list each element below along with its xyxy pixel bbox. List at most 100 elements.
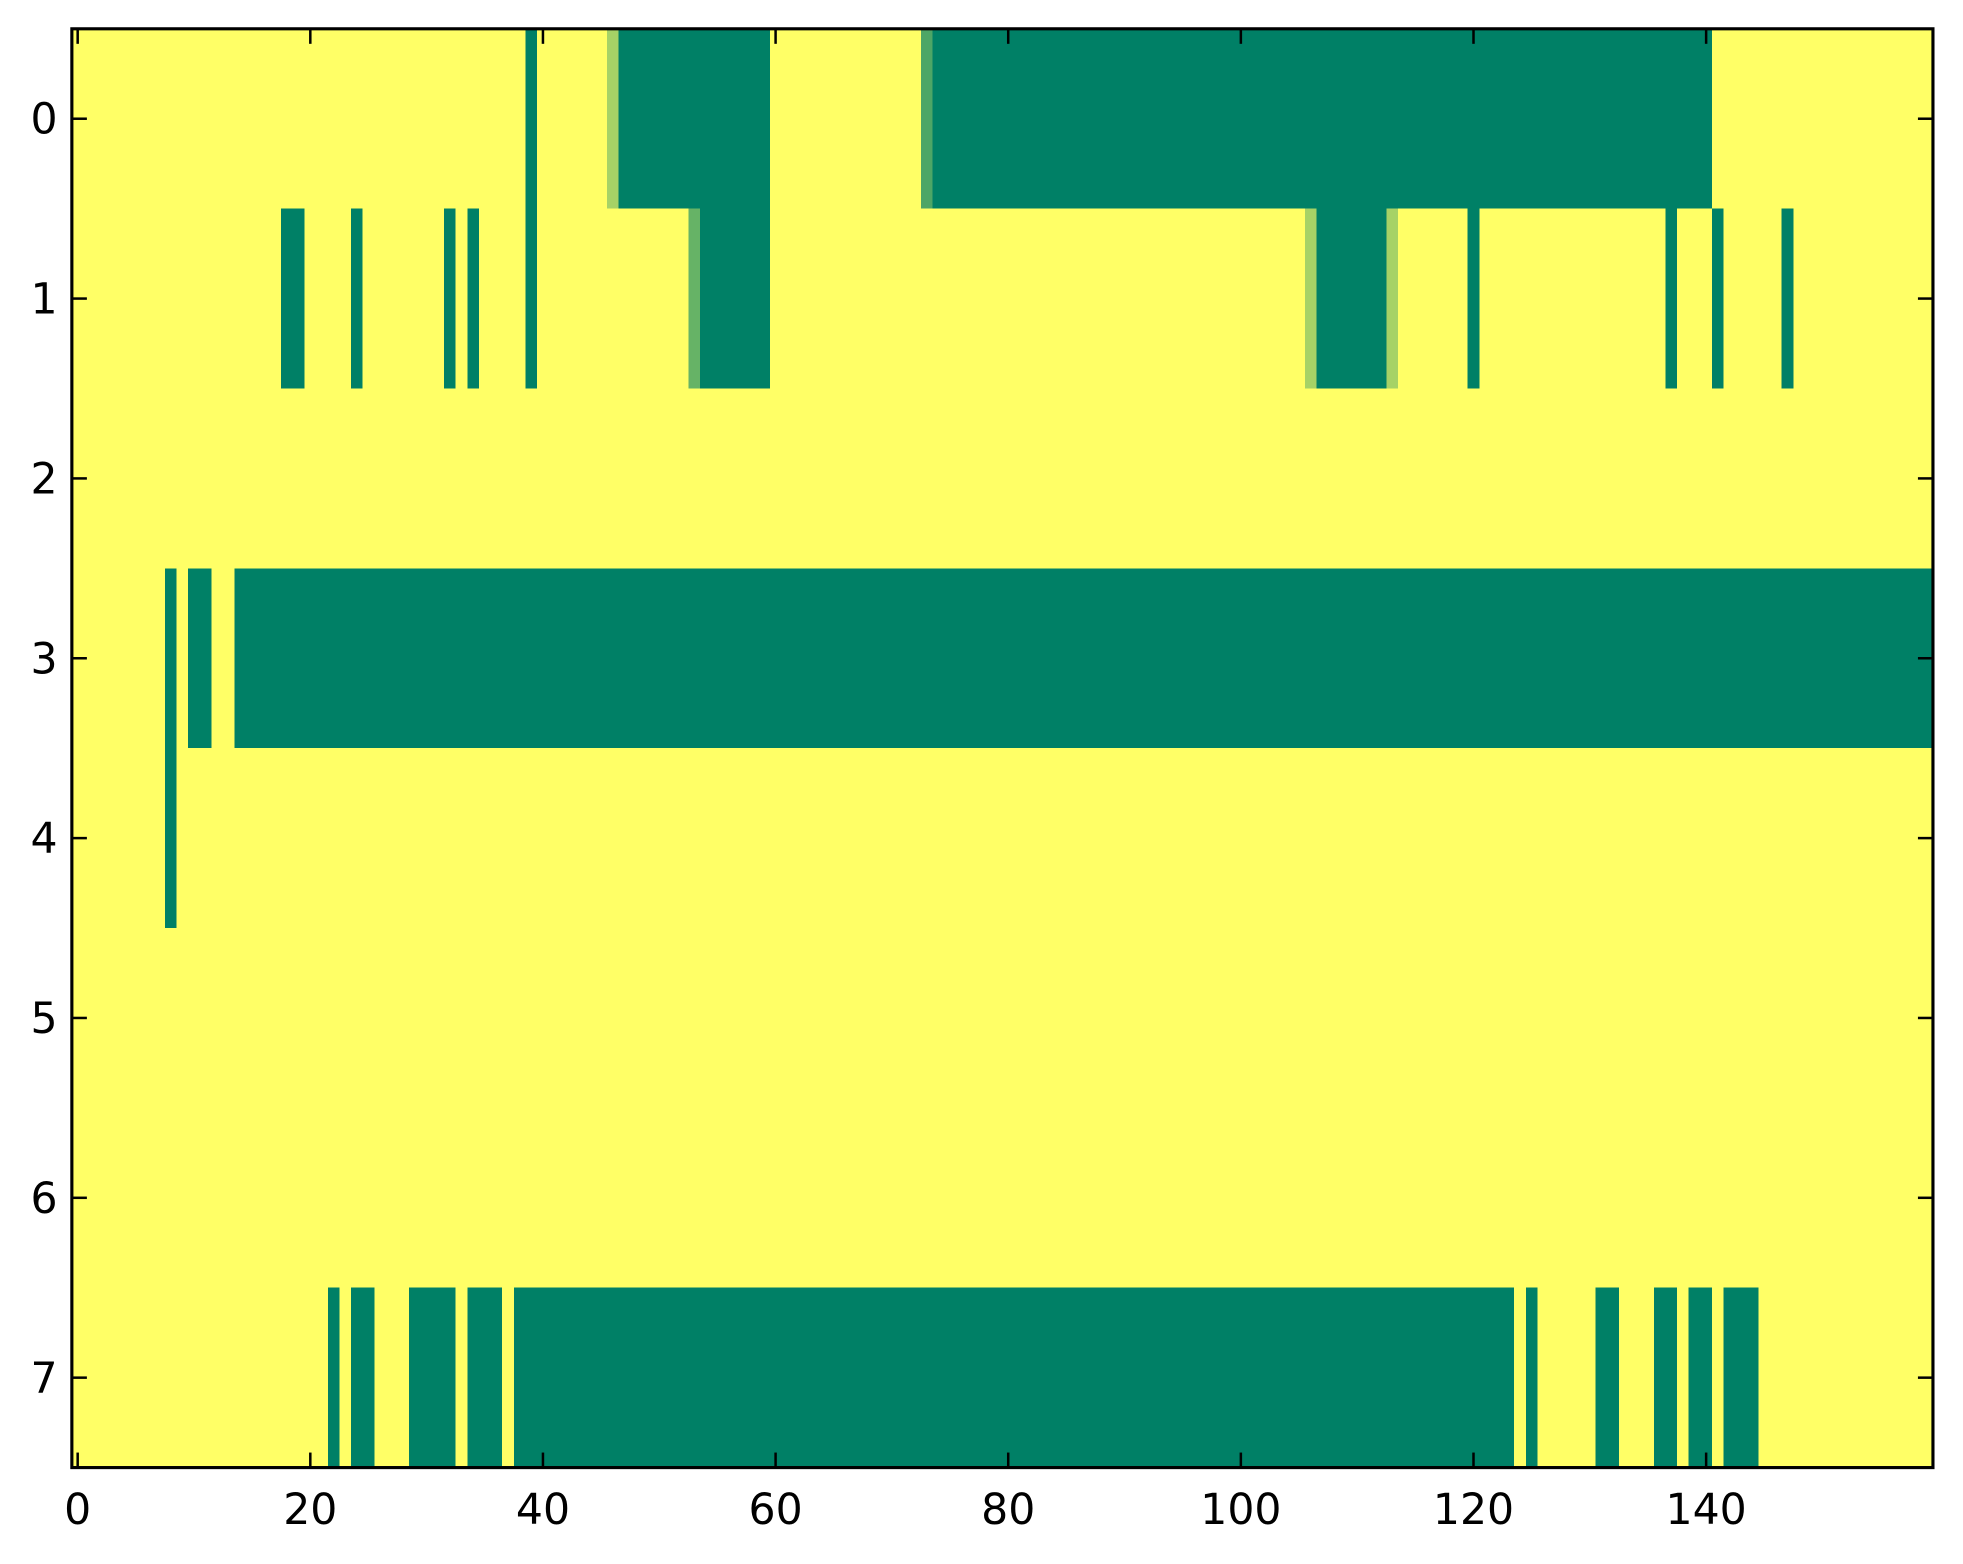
cell bbox=[979, 28, 992, 210]
cell bbox=[816, 1107, 829, 1289]
cell bbox=[699, 208, 713, 389]
cell bbox=[1246, 928, 1259, 1109]
cell bbox=[1421, 928, 1434, 1109]
cell bbox=[304, 1287, 317, 1469]
cell bbox=[1188, 1287, 1201, 1469]
cell bbox=[804, 1287, 817, 1469]
cell bbox=[106, 388, 119, 569]
cell bbox=[1188, 568, 1201, 749]
cell bbox=[1502, 568, 1515, 749]
cell bbox=[909, 568, 922, 749]
cell bbox=[502, 568, 515, 749]
cell bbox=[164, 388, 178, 569]
cell bbox=[1118, 388, 1131, 569]
cell bbox=[979, 208, 992, 389]
cell bbox=[618, 208, 631, 389]
cell bbox=[1514, 1287, 1527, 1469]
cell bbox=[1456, 208, 1469, 389]
cell bbox=[548, 568, 561, 749]
cell bbox=[1025, 748, 1038, 929]
cell bbox=[1898, 1107, 1911, 1289]
cell bbox=[653, 388, 666, 569]
cell bbox=[665, 748, 678, 929]
cell bbox=[1339, 568, 1352, 749]
cell bbox=[1793, 208, 1806, 389]
cell bbox=[304, 28, 317, 210]
cell bbox=[409, 1287, 422, 1469]
cell bbox=[1421, 388, 1434, 569]
cell bbox=[455, 928, 468, 1109]
cell bbox=[1281, 568, 1294, 749]
cell bbox=[606, 1287, 620, 1469]
cell bbox=[1863, 208, 1876, 389]
cell bbox=[781, 1287, 794, 1469]
cell bbox=[444, 568, 457, 749]
cell bbox=[804, 28, 817, 210]
cell bbox=[665, 1287, 678, 1469]
cell bbox=[106, 748, 119, 929]
cell bbox=[478, 748, 492, 929]
cell bbox=[909, 1287, 922, 1469]
cell bbox=[1770, 748, 1783, 929]
cell bbox=[758, 568, 771, 749]
cell bbox=[362, 568, 375, 749]
y-tick-label: 5 bbox=[31, 994, 58, 1044]
cell bbox=[1467, 28, 1480, 210]
cell bbox=[1479, 748, 1492, 929]
cell bbox=[409, 208, 422, 389]
cell bbox=[793, 388, 806, 569]
cell bbox=[1351, 28, 1364, 210]
cell bbox=[1269, 1287, 1283, 1469]
cell bbox=[641, 1287, 654, 1469]
cell bbox=[955, 388, 969, 569]
cell bbox=[1816, 568, 1829, 749]
cell bbox=[153, 1107, 166, 1289]
cell bbox=[676, 388, 689, 569]
cell bbox=[141, 1287, 154, 1469]
cell bbox=[513, 28, 527, 210]
cell bbox=[1444, 568, 1457, 749]
cell bbox=[513, 208, 527, 389]
cell bbox=[1002, 1287, 1015, 1469]
cell bbox=[1514, 928, 1527, 1109]
cell bbox=[525, 1287, 538, 1469]
cell bbox=[432, 1287, 445, 1469]
cell bbox=[83, 1287, 96, 1469]
cell bbox=[990, 568, 1003, 749]
y-tick-label: 3 bbox=[31, 634, 58, 684]
cell bbox=[1200, 928, 1213, 1109]
cell bbox=[397, 928, 410, 1109]
cell bbox=[1293, 208, 1306, 389]
cell bbox=[1665, 1107, 1678, 1289]
cell bbox=[176, 208, 189, 389]
cell bbox=[176, 1287, 189, 1469]
cell bbox=[211, 1107, 224, 1289]
cell bbox=[1153, 748, 1166, 929]
cell bbox=[1153, 1107, 1166, 1289]
cell bbox=[211, 208, 224, 389]
cell bbox=[793, 748, 806, 929]
x-tick-label: 80 bbox=[981, 1485, 1035, 1535]
cell bbox=[1432, 208, 1445, 389]
cell bbox=[758, 1287, 771, 1469]
cell bbox=[1525, 1107, 1538, 1289]
cell bbox=[1211, 568, 1224, 749]
cell bbox=[641, 1107, 654, 1289]
cell bbox=[188, 568, 201, 749]
cell bbox=[292, 1287, 305, 1469]
cell bbox=[665, 28, 678, 210]
cell bbox=[95, 928, 108, 1109]
cell bbox=[967, 1287, 980, 1469]
cell bbox=[1805, 928, 1818, 1109]
x-tick-label: 0 bbox=[64, 1485, 91, 1535]
cell bbox=[362, 208, 375, 389]
cell bbox=[1421, 208, 1434, 389]
cell bbox=[513, 748, 527, 929]
cell bbox=[932, 208, 945, 389]
cell bbox=[1851, 568, 1864, 749]
cell bbox=[1083, 208, 1096, 389]
cell bbox=[1688, 748, 1701, 929]
cell bbox=[1630, 208, 1643, 389]
cell bbox=[1502, 1287, 1515, 1469]
cell bbox=[1409, 388, 1422, 569]
